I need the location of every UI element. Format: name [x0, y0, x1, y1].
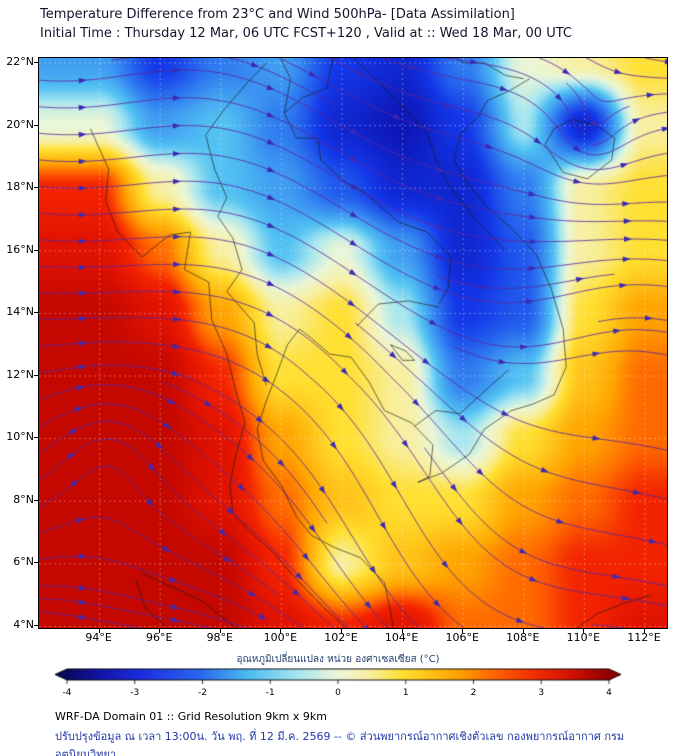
lat-tick [34, 62, 38, 63]
colorbar-tick-label: 3 [538, 688, 545, 698]
lat-label: 14°N [6, 305, 34, 319]
lon-label: 100°E [263, 631, 298, 644]
colorbar-tick-label: 0 [335, 688, 341, 698]
colorbar-tick-label: 1 [402, 688, 409, 698]
lat-tick [34, 187, 38, 189]
colorbar-tick-label: -3 [130, 688, 140, 698]
lat-label: 18°N [6, 180, 34, 194]
lon-label: 94°E [85, 631, 112, 644]
lat-label: 20°N [6, 117, 34, 131]
lat-label: 22°N [6, 55, 34, 68]
lat-tick [34, 312, 38, 314]
lon-label: 106°E [445, 631, 479, 644]
lat-label: 4°N [13, 618, 34, 632]
lat-tick [34, 499, 38, 501]
colorbar-tick-label: -1 [265, 688, 275, 698]
lon-label: 108°E [506, 631, 540, 644]
lat-label: 8°N [13, 492, 34, 506]
colorbar-tick-label: 4 [606, 688, 612, 698]
lat-label: 6°N [13, 555, 34, 569]
lon-tick [159, 629, 161, 633]
lat-label: 16°N [6, 242, 34, 256]
footer-domain-info: WRF-DA Domain 01 :: Grid Resolution 9km … [55, 710, 327, 723]
lon-tick [401, 629, 403, 633]
lon-tick [462, 629, 464, 633]
colorbar-tick-label: 2 [470, 688, 477, 698]
lon-label: 102°E [324, 631, 358, 644]
page-title: Temperature Difference from 23°C and Win… [40, 7, 515, 22]
lat-tick [34, 625, 38, 627]
lon-label: 112°E [627, 631, 661, 644]
lat-tick [34, 249, 38, 251]
lon-tick [644, 629, 645, 633]
temperature-wind-map-canvas [38, 57, 668, 629]
colorbar-tick-label: -4 [62, 688, 72, 698]
lon-tick [98, 629, 100, 633]
lon-label: 104°E [384, 631, 419, 644]
lon-tick [219, 629, 221, 633]
lon-tick [522, 629, 524, 633]
lon-label: 110°E [566, 631, 601, 644]
lon-label: 96°E [145, 631, 173, 644]
lat-label: 10°N [6, 430, 34, 444]
colorbar-tick-label: -2 [198, 688, 207, 698]
lon-label: 98°E [206, 631, 234, 644]
lat-tick [34, 437, 38, 439]
page-subtitle: Initial Time : Thursday 12 Mar, 06 UTC F… [40, 26, 572, 41]
lat-tick [34, 124, 38, 126]
lon-tick [583, 629, 585, 633]
lon-tick [280, 629, 282, 633]
lon-tick [341, 629, 342, 633]
lat-tick [34, 562, 38, 564]
lat-tick [34, 374, 38, 376]
colorbar-label: อุณหภูมิเปลี่ยนแปลง หน่วย องศาเซลเซียส (… [236, 654, 440, 665]
lat-label: 12°N [6, 367, 34, 381]
footer-thai-credit: ปรับปรุงข้อมูล ณ เวลา 13:00น. วัน พฤ. ที… [55, 730, 625, 756]
colorbar-canvas [53, 668, 623, 685]
